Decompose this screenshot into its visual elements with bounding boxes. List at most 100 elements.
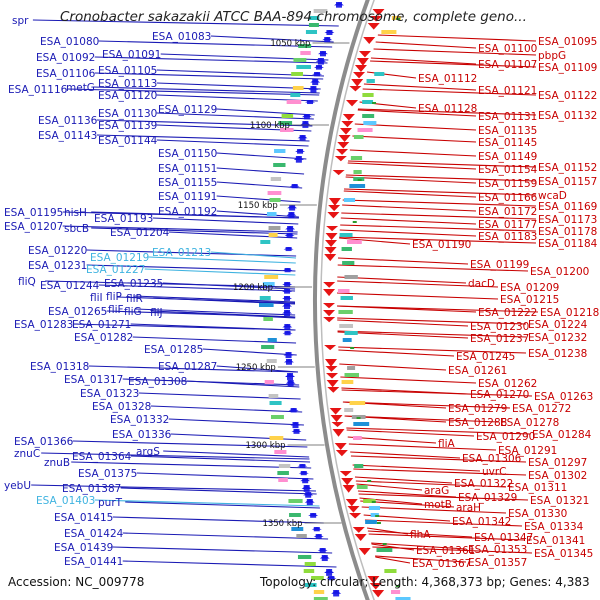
label-leader-line (72, 440, 308, 448)
reverse-gene-arrow (335, 450, 348, 457)
gene-label: ESA_01157 (538, 176, 597, 188)
cog-feature-block (300, 51, 311, 55)
gene-label: ESA_01106 (36, 68, 96, 80)
gene-label: ESA_01200 (530, 266, 589, 278)
backbone-ring (313, 0, 375, 600)
reverse-gene-arrow (367, 23, 380, 30)
gene-label: ESA_01172 (478, 206, 537, 218)
cog-feature-block (338, 310, 353, 314)
cog-feature-block (362, 93, 374, 97)
gene-label: ESA_01287 (158, 361, 217, 373)
label-leader-line (216, 152, 307, 160)
reverse-gene-arrow (369, 583, 382, 590)
label-leader-line (345, 176, 477, 184)
gene-label: ESA_01441 (64, 556, 123, 568)
gene-label: ESA_01318 (30, 361, 89, 373)
cog-feature-block (269, 198, 281, 202)
label-leader-line (370, 60, 537, 68)
gene-label: pbpG (538, 50, 566, 62)
reverse-gene-arrow (339, 471, 352, 477)
kbp-tick-label: 1050 kbp (270, 39, 310, 49)
gene-label: sbcB (64, 223, 89, 235)
cog-feature-block (353, 170, 362, 174)
label-leader-line (343, 190, 477, 198)
gene-label: ESA_01173 (538, 214, 597, 226)
label-leader-line (88, 365, 298, 373)
reverse-gene-arrow (326, 226, 339, 232)
gene-label: ESA_01083 (152, 31, 211, 43)
reverse-gene-arrow (334, 443, 347, 451)
cog-feature-block (277, 471, 289, 475)
gene-label: ESA_01306 (462, 453, 522, 465)
cog-feature-block (344, 408, 354, 412)
label-leader-line (357, 108, 537, 116)
cog-feature-block (313, 590, 325, 594)
label-leader-line (357, 490, 457, 498)
label-leader-line (112, 516, 324, 524)
gene-label: ESA_01136 (38, 115, 98, 127)
gene-label: fliQ (18, 276, 36, 288)
label-leader-line (337, 319, 469, 327)
kbp-ticks: 1050 kbp 1100 kbp 1150 kbp 1200 kbp 1250 kbp… (233, 39, 350, 529)
cog-feature-block (349, 184, 366, 188)
gene-label: araG (424, 485, 449, 497)
gene-label: fliI (90, 292, 103, 304)
label-leader-line (338, 349, 455, 357)
reverse-gene-arrow (372, 9, 385, 16)
label-leader-line (368, 533, 525, 541)
forward-gene-block (313, 527, 320, 532)
cog-feature-block (342, 261, 355, 265)
cog-feature-block (344, 275, 358, 279)
reverse-gene-arrow (325, 240, 338, 248)
reverse-gene-arrow (331, 422, 344, 428)
reverse-gene-arrow (356, 58, 369, 66)
gene-label: ESA_01322 (454, 478, 513, 490)
label-leader-line (353, 468, 527, 476)
label-leader-line (344, 188, 537, 196)
gene-label: ESA_01227 (86, 264, 145, 276)
gene-label: ESA_01139 (98, 120, 157, 132)
forward-gene-block (312, 79, 319, 86)
gene-label: ESA_01415 (54, 512, 113, 524)
gene-label: ESA_01155 (158, 177, 217, 189)
gene-label: ESA_01357 (468, 557, 527, 569)
cog-feature-block (344, 373, 360, 377)
gene-label: ESA_01177 (478, 219, 537, 231)
gene-label: ESA_01291 (498, 445, 557, 457)
label-leader-line (130, 455, 311, 463)
reverse-gene-arrow (323, 303, 336, 309)
gene-label: ESA_01285 (144, 344, 203, 356)
gc-mark (375, 515, 380, 517)
forward-gene-block (300, 471, 307, 476)
label-leader-line (337, 305, 539, 313)
forward-gene-block (284, 268, 291, 273)
cog-feature-block (395, 597, 411, 600)
gene-label: ESA_01232 (528, 332, 587, 344)
gene-label: ESA_01262 (478, 378, 537, 390)
label-leader-line (71, 461, 312, 469)
gene-label: ESA_01297 (528, 457, 587, 469)
label-leader-line (375, 41, 477, 49)
gene-label: ESA_01128 (418, 103, 477, 115)
cog-feature-block (391, 590, 401, 594)
cog-feature-block (357, 128, 373, 132)
gene-label: ESA_01387 (62, 483, 121, 495)
gene-label: ESA_01361 (416, 545, 475, 557)
forward-gene-block (284, 310, 291, 317)
label-leader-line (210, 251, 297, 259)
gene-label: ESA_01230 (470, 321, 529, 333)
gene-label: ESA_01311 (508, 482, 567, 494)
gc-mark (350, 347, 355, 349)
reverse-gene-arrow (327, 212, 340, 219)
forward-gene-block (284, 289, 291, 294)
reverse-gene-arrow (327, 387, 340, 393)
label-leader-line (337, 317, 527, 325)
label-leader-line (337, 331, 469, 339)
label-leader-line (352, 464, 481, 472)
gene-label: ESA_01204 (110, 227, 170, 239)
reverse-gene-arrow (324, 359, 337, 367)
label-leader-line (367, 530, 473, 538)
gene-label: ESA_01132 (538, 110, 597, 122)
label-leader-line (363, 83, 477, 91)
label-leader-line (339, 229, 477, 237)
